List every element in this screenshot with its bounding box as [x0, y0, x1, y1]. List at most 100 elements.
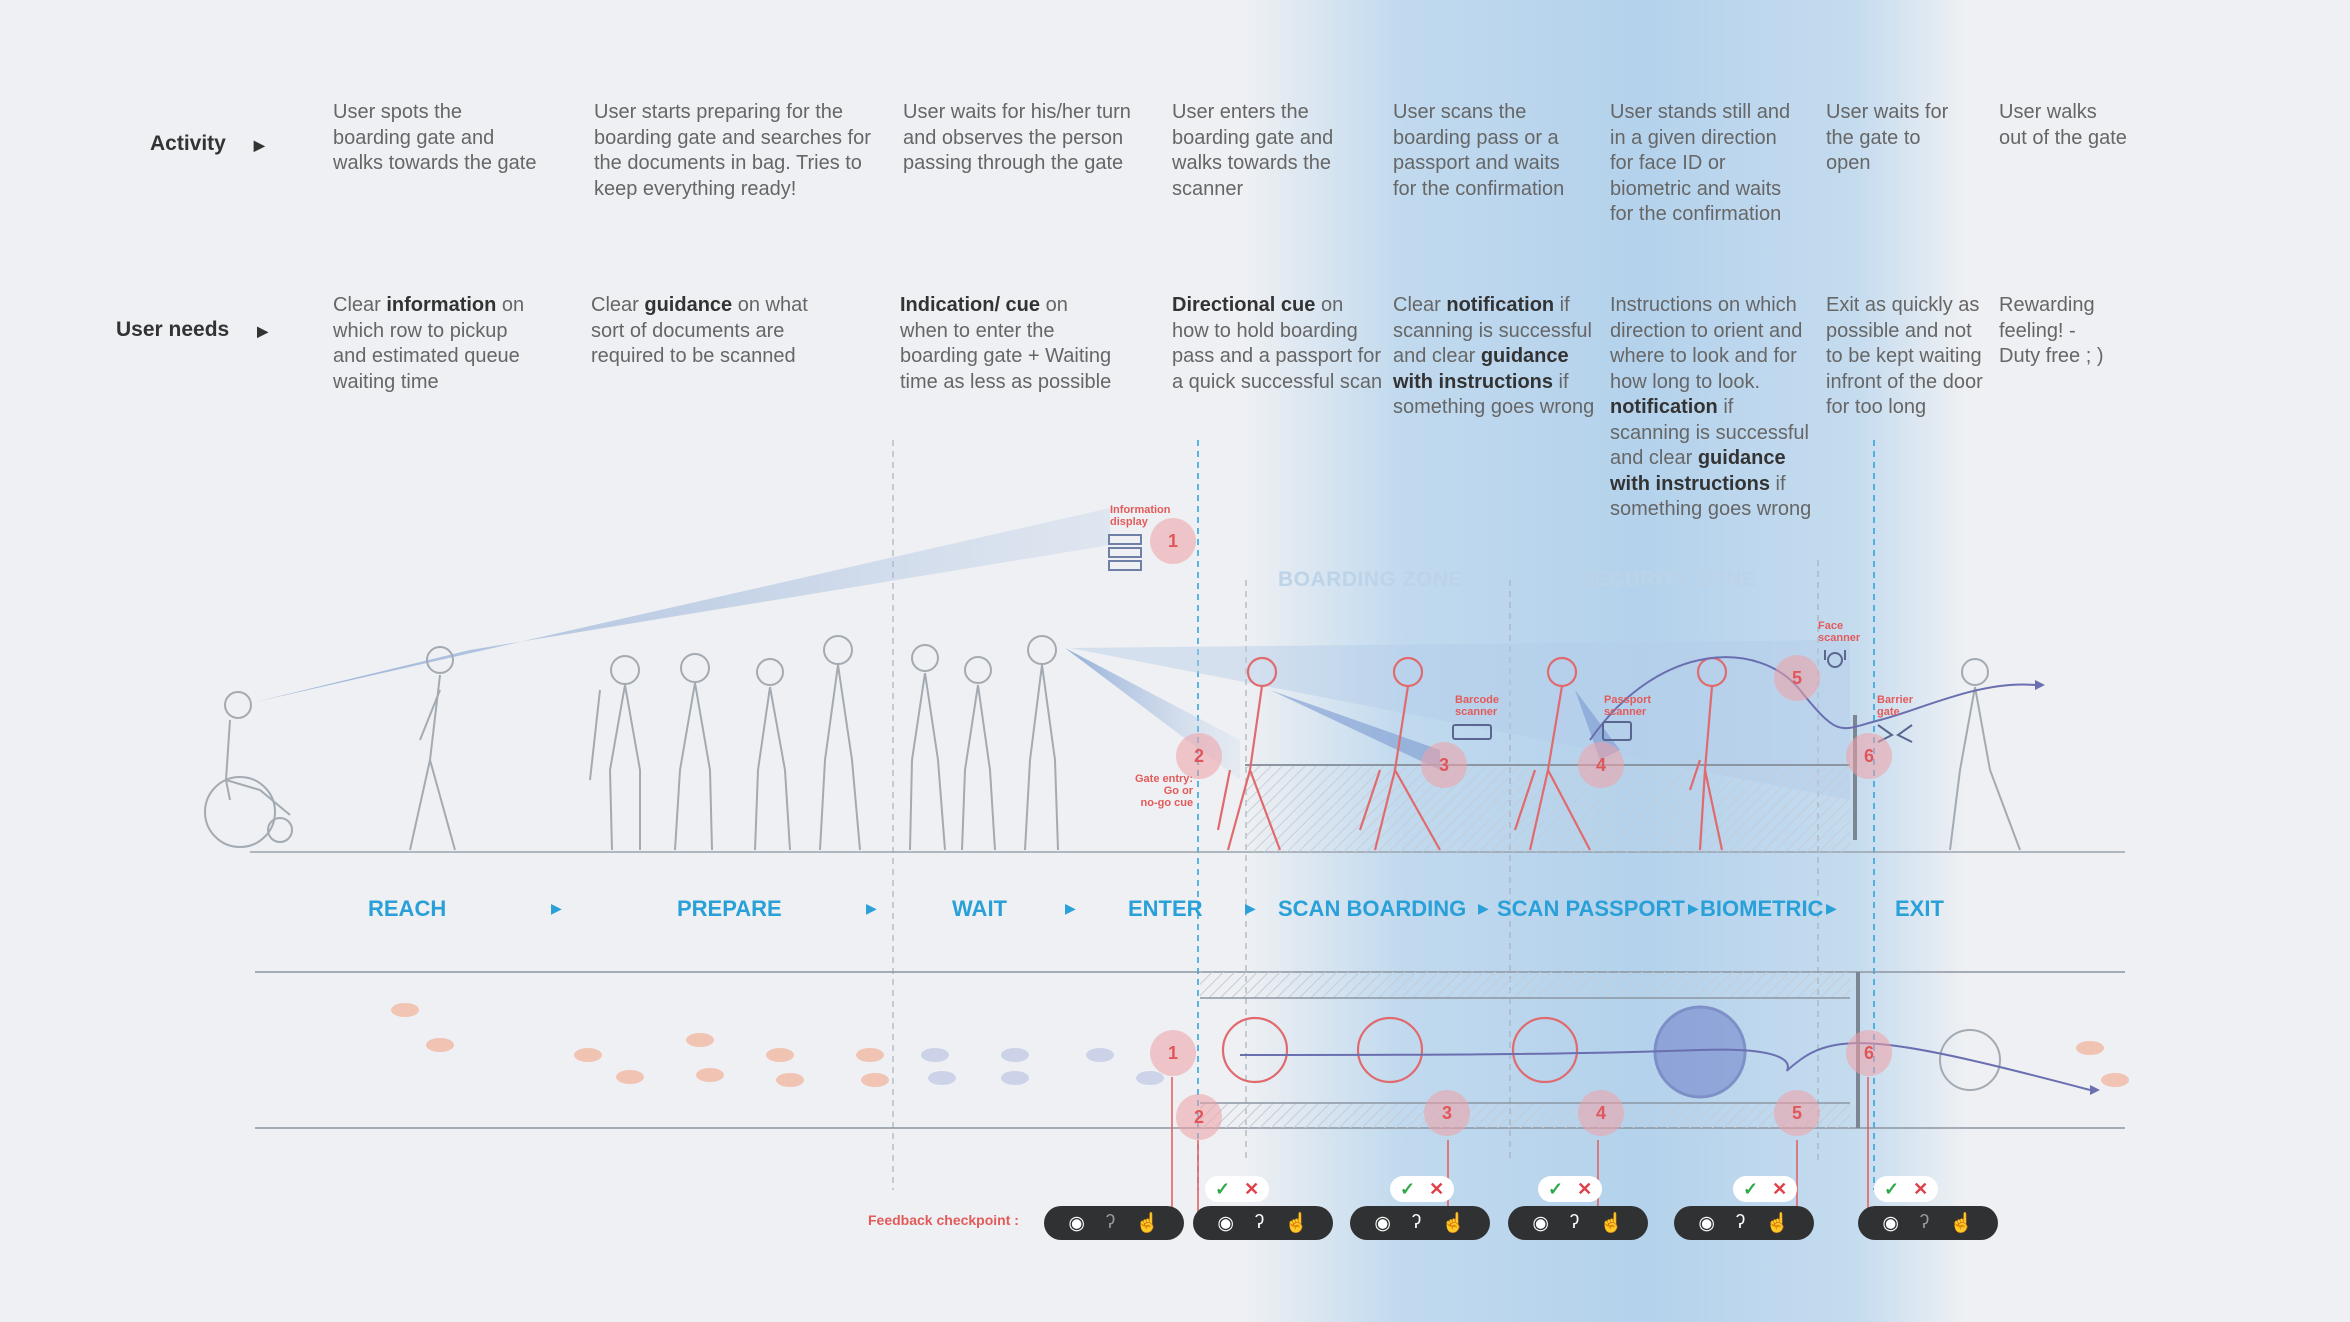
passport-scanner-icon — [1602, 721, 1632, 741]
need-scan: Clear notification if scanning is succes… — [1393, 294, 1595, 418]
cross-icon: ✕ — [1577, 1178, 1593, 1199]
activity-prepare: User starts preparing for the boarding g… — [594, 101, 871, 200]
activity-biometric: User stands still and in a given directi… — [1610, 101, 1791, 225]
ear-icon: ʔ — [1569, 1212, 1580, 1233]
triangle-right-icon: ▶ — [1688, 900, 1699, 916]
footprints-reach — [391, 1003, 2129, 1087]
eye-icon: ◉ — [1068, 1212, 1085, 1234]
check-icon: ✓ — [1215, 1178, 1231, 1199]
checkpoint-6-side: 6 — [1846, 733, 1892, 779]
hand-icon: ☝ — [1135, 1213, 1160, 1234]
face-scanner-label: Face scanner — [1818, 620, 1861, 644]
eye-icon: ◉ — [1374, 1212, 1391, 1234]
triangle-right-icon: ▶ — [1826, 900, 1837, 916]
hand-icon: ☝ — [1284, 1213, 1309, 1234]
boarding-zone-label: BOARDING ZONE — [1278, 568, 1463, 591]
stage-biometric: BIOMETRIC — [1700, 896, 1824, 921]
ear-icon: ʔ — [1105, 1212, 1116, 1233]
activity-scan-boarding: User scans the boarding pass or a passpo… — [1393, 101, 1565, 200]
need-prepare: Clear guidance on what sort of documents… — [591, 294, 808, 367]
triangle-right-icon: ▶ — [1065, 900, 1076, 916]
stage-enter: ENTER — [1128, 896, 1203, 921]
gate-people — [1216, 656, 1728, 851]
triangle-right-icon: ▶ — [1245, 900, 1256, 916]
checkpoint-1-side: 1 — [1150, 518, 1196, 564]
trajectory-side — [1589, 656, 2036, 741]
need-reach: Clear information on which row to pickup… — [333, 294, 525, 393]
info-display-label: Information display — [1110, 504, 1171, 528]
stage-wait: WAIT — [952, 896, 1007, 921]
triangle-right-icon: ▶ — [1478, 900, 1489, 916]
hand-icon: ☝ — [1765, 1213, 1790, 1234]
confirm-indicator-3: ✓ ✕ — [1390, 1176, 1455, 1202]
checkpoint-2-top: 2 — [1176, 1094, 1222, 1140]
triangle-right-icon: ▶ — [866, 900, 877, 916]
activity-wait-gate: User waits for the gate to open — [1826, 101, 1949, 174]
hand-icon: ☝ — [1599, 1213, 1624, 1234]
check-icon: ✓ — [1884, 1178, 1900, 1199]
checkpoint-connectors — [1171, 1077, 1869, 1215]
feedback-pill-4: ◉ ʔ ☝ — [1508, 1206, 1648, 1240]
cross-icon: ✕ — [1429, 1178, 1445, 1199]
activity-row-label: Activity ▶ — [150, 132, 265, 155]
queue-people — [204, 635, 2021, 851]
stage-exit: EXIT — [1895, 896, 1944, 921]
need-gate: Exit as quickly as possible and not to b… — [1826, 294, 1983, 418]
stage-scan-boarding: SCAN BOARDING — [1278, 896, 1467, 921]
checkpoint-1-top: 1 — [1150, 1030, 1196, 1076]
feedback-pill-1: ◉ ʔ ☝ — [1044, 1206, 1184, 1240]
cross-icon: ✕ — [1244, 1178, 1260, 1199]
hand-icon: ☝ — [1441, 1213, 1466, 1234]
checkpoint-4-top: 4 — [1578, 1090, 1624, 1136]
activity-reach: User spots the boarding gate and walks t… — [333, 101, 537, 174]
check-icon: ✓ — [1400, 1178, 1416, 1199]
gate-lines — [1197, 440, 1875, 1190]
triangle-right-icon: ▶ — [253, 137, 265, 153]
checkpoint-6-top: 6 — [1846, 1030, 1892, 1076]
footprints-wait — [921, 1048, 1164, 1085]
triangle-right-icon: ▶ — [257, 323, 269, 339]
passport-scanner-label: Passport scanner — [1604, 694, 1652, 718]
info-display-icon — [1108, 534, 1142, 571]
security-zone-label: SECURITY ZONE — [1580, 568, 1757, 591]
stage-reach: REACH — [368, 896, 447, 921]
eye-icon: ◉ — [1217, 1212, 1234, 1234]
need-biometric: Instructions on which direction to orien… — [1610, 294, 1812, 520]
ear-icon: ʔ — [1919, 1212, 1930, 1233]
eye-icon: ◉ — [1698, 1212, 1715, 1234]
cross-icon: ✕ — [1913, 1178, 1929, 1199]
confirm-indicator-2: ✓ ✕ — [1205, 1176, 1270, 1202]
feedback-pill-6: ◉ ʔ ☝ — [1858, 1206, 1998, 1240]
check-icon: ✓ — [1548, 1178, 1564, 1199]
checkpoint-5-side: 5 — [1774, 655, 1820, 701]
need-enter: Directional cue on how to hold boarding … — [1172, 294, 1383, 393]
barcode-scanner-label: Barcode scanner — [1455, 694, 1500, 718]
feedback-pill-5: ◉ ʔ ☝ — [1674, 1206, 1814, 1240]
activity-enter: User enters the boarding gate and walks … — [1172, 101, 1334, 200]
triangle-right-icon: ▶ — [551, 900, 562, 916]
user-needs-row-label: User needs ▶ — [116, 318, 269, 341]
ear-icon: ʔ — [1411, 1212, 1422, 1233]
feedback-checkpoint-label: Feedback checkpoint : — [868, 1212, 1019, 1228]
barcode-scanner-icon — [1452, 724, 1492, 740]
stage-prepare: PREPARE — [677, 896, 782, 921]
activity-wait: User waits for his/her turn and observes… — [903, 101, 1131, 174]
eye-icon: ◉ — [1882, 1212, 1899, 1234]
checkpoint-3-top: 3 — [1424, 1090, 1470, 1136]
confirm-indicator-4: ✓ ✕ — [1538, 1176, 1603, 1202]
gate-lane-side — [1245, 765, 1850, 852]
barrier-gate-label: Barrier gate — [1877, 694, 1914, 718]
ear-icon: ʔ — [1254, 1212, 1265, 1233]
check-icon: ✓ — [1743, 1178, 1759, 1199]
feedback-pill-2: ◉ ʔ ☝ — [1193, 1206, 1333, 1240]
eye-icon: ◉ — [1532, 1212, 1549, 1234]
gate-entry-label: Gate entry: Go or no-go cue — [1135, 773, 1194, 809]
need-exit: Rewarding feeling! - Duty free ; ) — [1999, 294, 2104, 367]
checkpoint-3-side: 3 — [1421, 742, 1467, 788]
sight-beam — [1070, 640, 1850, 800]
feedback-pill-3: ◉ ʔ ☝ — [1350, 1206, 1490, 1240]
hand-icon: ☝ — [1949, 1213, 1974, 1234]
info-display-beam — [255, 508, 1110, 702]
topdown-people — [1221, 1016, 1579, 1084]
